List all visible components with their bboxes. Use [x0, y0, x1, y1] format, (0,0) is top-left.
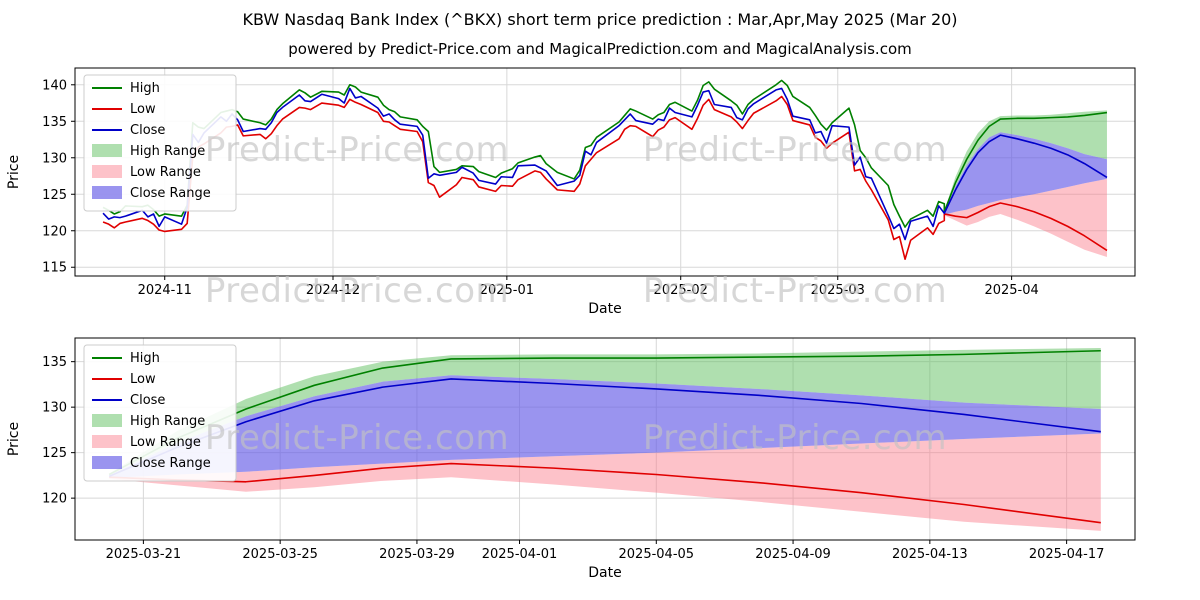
- prediction-detail-chart: 2025-03-21 2025-03-25 2025-03-29 2025-04-01…: [6, 337, 1136, 581]
- svg-text:Close Range: Close Range: [130, 186, 211, 201]
- svg-text:High: High: [130, 351, 160, 366]
- svg-text:High Range: High Range: [130, 144, 205, 159]
- page-subtitle: powered by Predict-Price.com and Magical…: [288, 40, 912, 58]
- svg-text:2025-04-05: 2025-04-05: [619, 547, 695, 562]
- svg-text:130: 130: [42, 401, 67, 416]
- svg-text:2025-02: 2025-02: [654, 283, 708, 298]
- svg-text:2025-03-25: 2025-03-25: [242, 547, 318, 562]
- svg-text:Close Range: Close Range: [130, 456, 211, 471]
- svg-text:2025-03-21: 2025-03-21: [106, 547, 182, 562]
- svg-text:Low: Low: [130, 372, 156, 387]
- svg-text:2025-01: 2025-01: [480, 283, 534, 298]
- svg-text:Price: Price: [6, 422, 22, 456]
- svg-text:Low Range: Low Range: [130, 435, 201, 450]
- svg-text:2025-03: 2025-03: [811, 283, 865, 298]
- svg-text:115: 115: [42, 261, 67, 276]
- svg-text:130: 130: [42, 151, 67, 166]
- svg-text:2025-04: 2025-04: [984, 283, 1038, 298]
- svg-text:Close: Close: [130, 393, 165, 408]
- svg-text:2024-11: 2024-11: [138, 283, 192, 298]
- svg-text:High Range: High Range: [130, 414, 205, 429]
- svg-text:125: 125: [42, 188, 67, 203]
- svg-text:135: 135: [42, 115, 67, 130]
- svg-text:125: 125: [42, 446, 67, 461]
- svg-text:2025-04-01: 2025-04-01: [482, 547, 558, 562]
- svg-text:Price: Price: [6, 155, 22, 189]
- svg-text:Date: Date: [588, 301, 621, 317]
- svg-text:Date: Date: [588, 565, 621, 581]
- svg-text:2024-12: 2024-12: [306, 283, 360, 298]
- svg-text:Low Range: Low Range: [130, 165, 201, 180]
- svg-text:High: High: [130, 81, 160, 96]
- svg-text:120: 120: [42, 492, 67, 507]
- svg-text:140: 140: [42, 78, 67, 93]
- svg-text:120: 120: [42, 224, 67, 239]
- svg-text:2025-03-29: 2025-03-29: [379, 547, 455, 562]
- svg-text:2025-04-09: 2025-04-09: [755, 547, 831, 562]
- svg-text:2025-04-13: 2025-04-13: [892, 547, 968, 562]
- svg-text:Low: Low: [130, 102, 156, 117]
- page-title: KBW Nasdaq Bank Index (^BKX) short term …: [242, 10, 958, 29]
- svg-text:Close: Close: [130, 123, 165, 138]
- price-history-chart: 2024-11 2024-12 2025-01 2025-02 2025-03 2025-…: [6, 67, 1136, 317]
- svg-text:2025-04-17: 2025-04-17: [1029, 547, 1105, 562]
- svg-text:135: 135: [42, 355, 67, 370]
